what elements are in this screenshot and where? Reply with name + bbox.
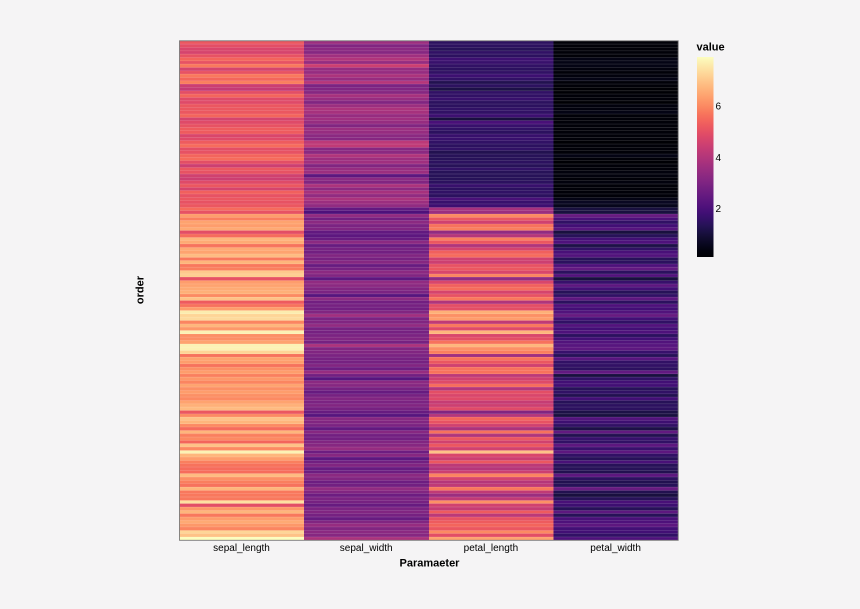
svg-text:sepal_width: sepal_width: [340, 543, 393, 554]
svg-text:4: 4: [716, 153, 722, 164]
svg-text:value: value: [697, 42, 725, 54]
svg-text:sepal_length: sepal_length: [213, 543, 270, 554]
svg-text:petal_width: petal_width: [590, 543, 641, 554]
svg-text:Paramaeter: Paramaeter: [400, 558, 461, 570]
svg-text:2: 2: [716, 204, 722, 215]
svg-text:6: 6: [716, 102, 722, 113]
svg-text:order: order: [134, 275, 146, 304]
svg-text:petal_length: petal_length: [464, 543, 519, 554]
